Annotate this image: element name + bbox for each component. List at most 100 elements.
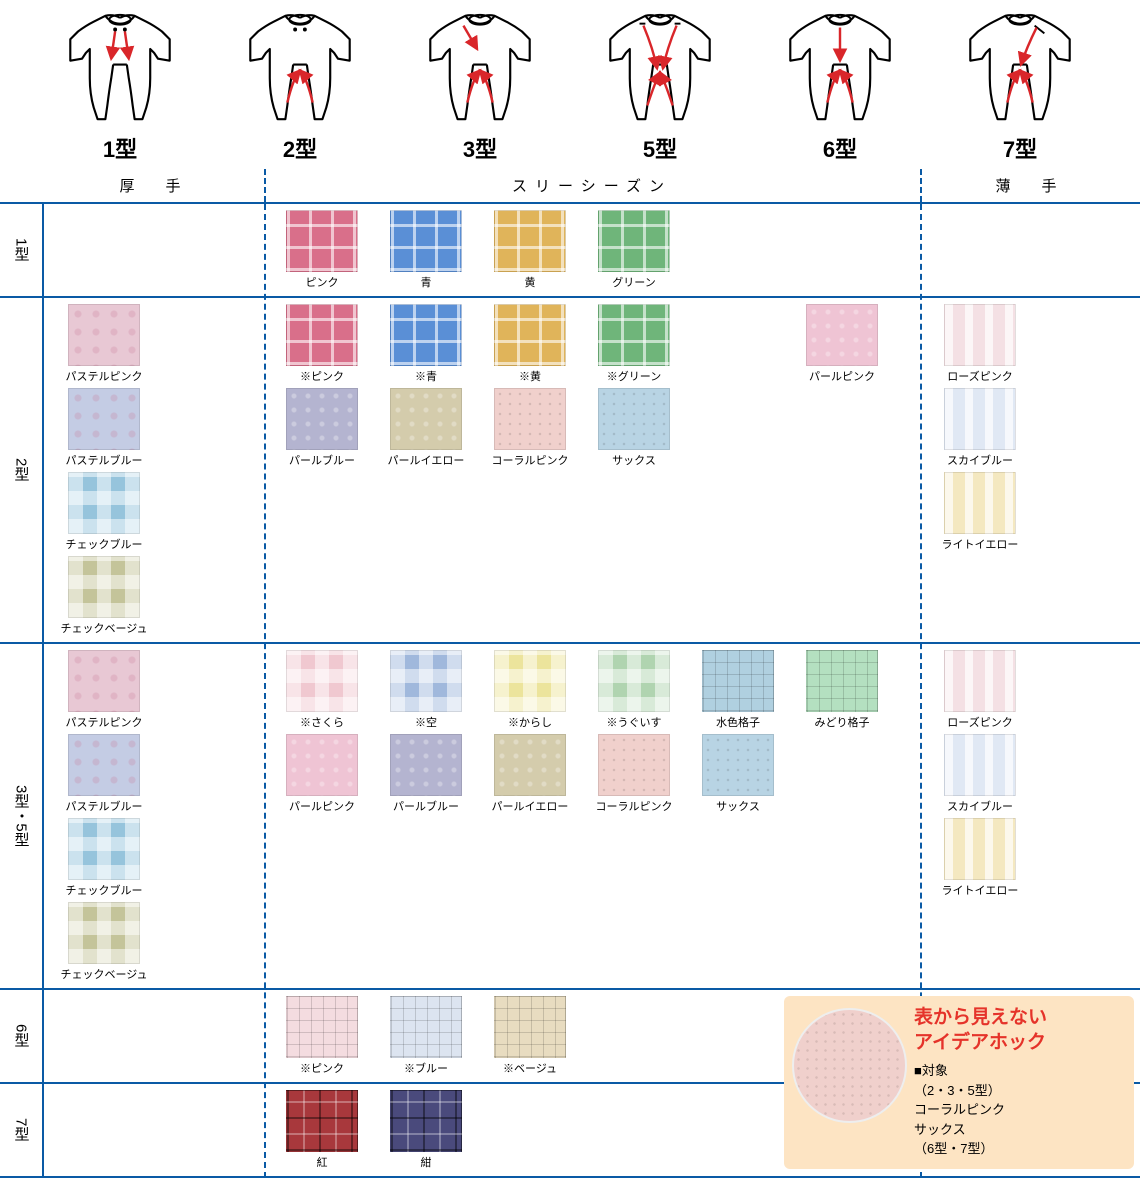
swatch-label: ※さくら [272, 714, 372, 730]
swatch-box [68, 902, 140, 964]
swatch-label: 紅 [272, 1154, 372, 1170]
swatch-label: パステルブルー [52, 798, 156, 814]
swatch-サックス: サックス [688, 734, 788, 814]
swatch-label: チェックベージュ [52, 966, 156, 982]
swatch-label: みどり格子 [792, 714, 892, 730]
swatch-ローズピンク: ローズピンク [928, 304, 1032, 384]
swatch-box [390, 650, 462, 712]
swatch-label: パールブルー [272, 452, 372, 468]
swatch-box [68, 472, 140, 534]
cell-atsu: パステルピンク パステルブルー チェックブルー チェックベージュ [44, 298, 264, 642]
swatch-label: スカイブルー [928, 452, 1032, 468]
swatch-label: チェックブルー [52, 536, 156, 552]
swatch-label: パールブルー [376, 798, 476, 814]
swatch-label: パステルブルー [52, 452, 156, 468]
swatch-box [286, 1090, 358, 1152]
swatch-チェックブルー: チェックブルー [52, 818, 156, 898]
swatch-パステルピンク: パステルピンク [52, 304, 156, 384]
swatch-※さくら: ※さくら [272, 650, 372, 730]
table-body: 1型 ピンク 青 黄 グリーン2型 パステルピンク パステルブルー チェックブル… [0, 204, 1140, 1178]
swatch-label: ※ブルー [376, 1060, 476, 1076]
type-row-3型・5型: 3型・5型 パステルピンク パステルブルー チェックブルー チェックベージュ ※… [0, 644, 1140, 990]
swatch-label: パールピンク [792, 368, 892, 384]
garment-label: 5型 [595, 132, 725, 164]
swatch-box [286, 734, 358, 796]
swatch-label: スカイブルー [928, 798, 1032, 814]
swatch-label: ピンク [272, 274, 372, 290]
swatch-紅: 紅 [272, 1090, 372, 1170]
cell-three: ※さくら ※空 ※からし ※うぐいす 水色格子 みどり格子 パールピンク パール… [264, 644, 920, 988]
swatch-※ベージュ: ※ベージュ [480, 996, 580, 1076]
swatch-label: ローズピンク [928, 714, 1032, 730]
swatch-※ブルー: ※ブルー [376, 996, 476, 1076]
swatch-コーラルピンク: コーラルピンク [584, 734, 684, 814]
swatch-box [598, 650, 670, 712]
swatch-box [68, 556, 140, 618]
swatch-box [598, 304, 670, 366]
row-label: 6型 [0, 990, 44, 1082]
garment-7型: 7型 [955, 10, 1085, 164]
swatch-box [494, 388, 566, 450]
callout-title: 表から見えないアイデアホック [914, 1006, 1122, 1055]
swatch-label: ※空 [376, 714, 476, 730]
cell-atsu [44, 204, 264, 296]
swatch-label: パールイエロー [480, 798, 580, 814]
swatch-box [68, 650, 140, 712]
swatch-パールピンク: パールピンク [792, 304, 892, 384]
swatch-ライトイエロー: ライトイエロー [928, 472, 1032, 552]
swatch-パールイエロー: パールイエロー [376, 388, 476, 468]
swatch-label: ※グリーン [584, 368, 684, 384]
column-headers: 厚 手スリーシーズン薄 手 [0, 169, 1140, 204]
garment-label: 1型 [55, 132, 185, 164]
swatch-label: パステルピンク [52, 368, 156, 384]
swatch-パールピンク: パールピンク [272, 734, 372, 814]
swatch-box [944, 304, 1016, 366]
cell-usu: ローズピンク スカイブルー ライトイエロー [920, 644, 1140, 988]
swatch-label: ※ピンク [272, 368, 372, 384]
swatch-※ピンク: ※ピンク [272, 996, 372, 1076]
swatch-box [390, 210, 462, 272]
swatch-パステルピンク: パステルピンク [52, 650, 156, 730]
swatch-ピンク: ピンク [272, 210, 372, 290]
column-divider [920, 169, 922, 202]
swatch-box [286, 304, 358, 366]
swatch-label: パールイエロー [376, 452, 476, 468]
cell-atsu [44, 990, 264, 1082]
column-divider [264, 204, 266, 1178]
swatch-スカイブルー: スカイブルー [928, 388, 1032, 468]
swatch-label: グリーン [584, 274, 684, 290]
swatch-box [494, 304, 566, 366]
swatch-コーラルピンク: コーラルピンク [480, 388, 580, 468]
swatch-box [68, 818, 140, 880]
swatch-label: ※からし [480, 714, 580, 730]
swatch-box [806, 304, 878, 366]
row-label: 1型 [0, 204, 44, 296]
swatch-box [390, 388, 462, 450]
swatch-box [944, 388, 1016, 450]
garment-label: 7型 [955, 132, 1085, 164]
swatch-label: チェックベージュ [52, 620, 156, 636]
swatch-みどり格子: みどり格子 [792, 650, 892, 730]
type-row-2型: 2型 パステルピンク パステルブルー チェックブルー チェックベージュ ※ピンク… [0, 298, 1140, 644]
garment-1型: 1型 [55, 10, 185, 164]
garment-label: 2型 [235, 132, 365, 164]
cell-three: ※ピンク ※青 ※黄 ※グリーン. パールピンク パールブルー パールイエロー … [264, 298, 920, 642]
swatch-ライトイエロー: ライトイエロー [928, 818, 1032, 898]
garment-label: 3型 [415, 132, 545, 164]
swatch-label: ※ピンク [272, 1060, 372, 1076]
swatch-※青: ※青 [376, 304, 476, 384]
swatch-パステルブルー: パステルブルー [52, 734, 156, 814]
swatch-パールブルー: パールブルー [376, 734, 476, 814]
swatch-box [390, 996, 462, 1058]
swatch-box [286, 388, 358, 450]
swatch-label: ローズピンク [928, 368, 1032, 384]
cell-three: ピンク 青 黄 グリーン [264, 204, 920, 296]
swatch-box [390, 304, 462, 366]
callout-image [792, 1008, 907, 1123]
swatch-パールイエロー: パールイエロー [480, 734, 580, 814]
swatch-label: 水色格子 [688, 714, 788, 730]
swatch-box [286, 650, 358, 712]
swatch-スカイブルー: スカイブルー [928, 734, 1032, 814]
garment-row: 1型 2型 3型 5型 [0, 0, 1140, 169]
swatch-box [494, 996, 566, 1058]
